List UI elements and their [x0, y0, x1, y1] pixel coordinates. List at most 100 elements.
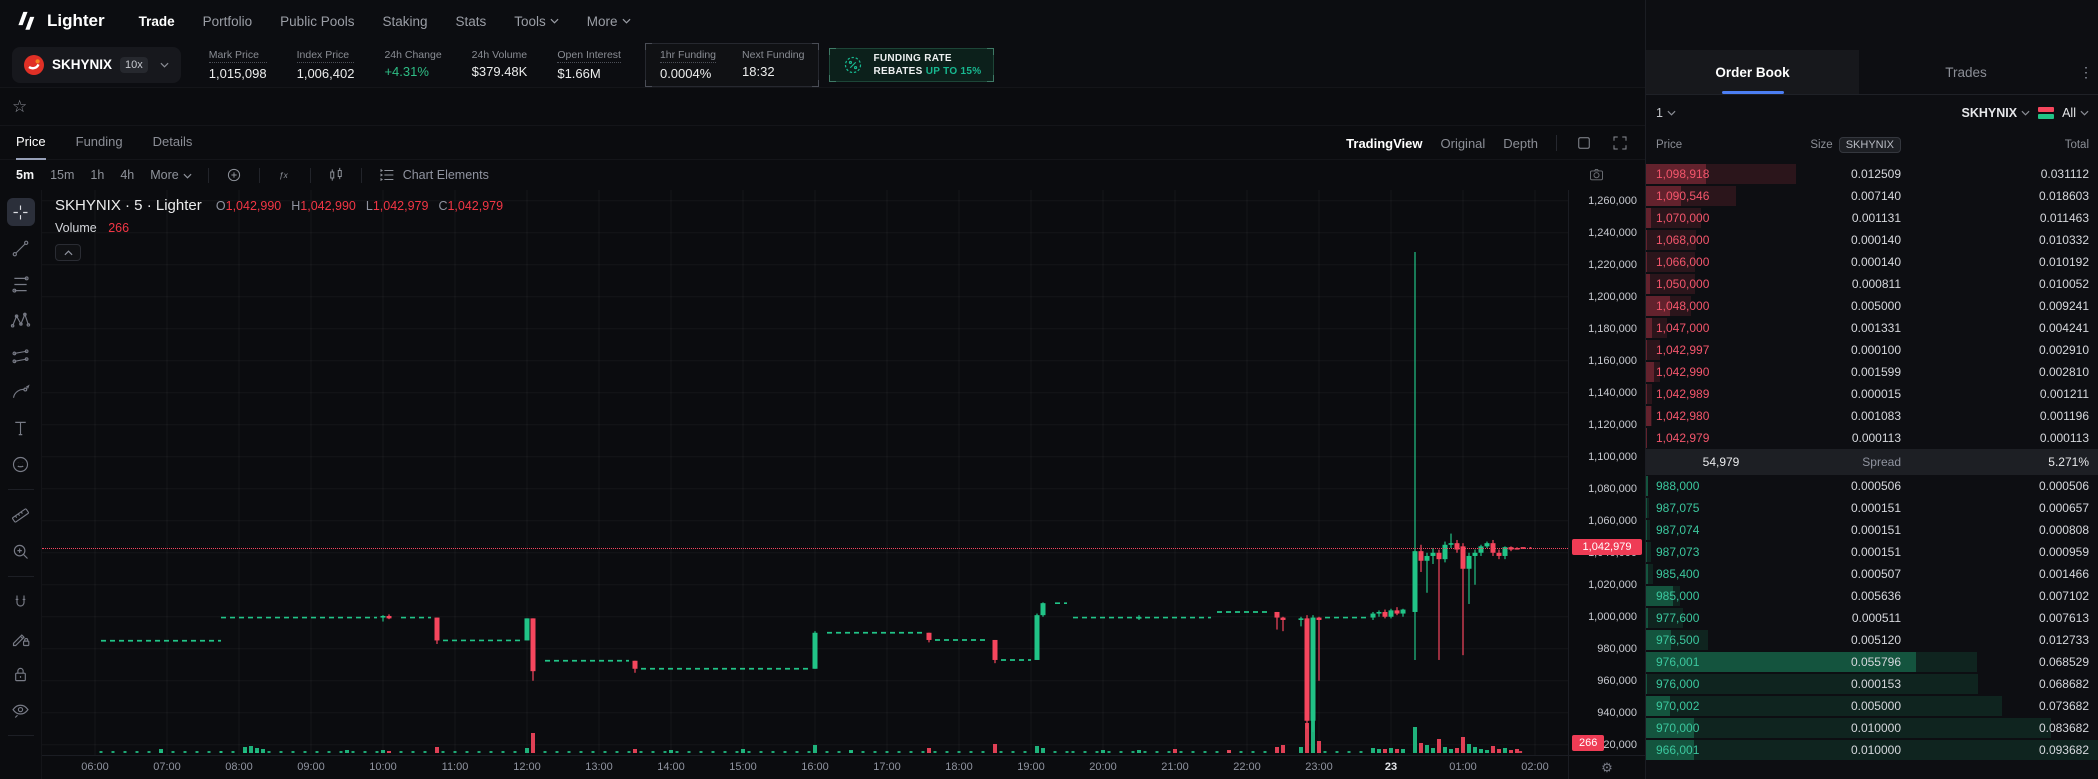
view-original[interactable]: Original	[1440, 135, 1486, 151]
bid-row[interactable]: 966,001 0.010000 0.093682	[1646, 739, 2098, 761]
chart-pane[interactable]: SKHYNIX · 5 · Lighter O1,042,990 H1,042,9…	[42, 190, 1568, 755]
bid-row[interactable]: 987,073 0.000151 0.000959	[1646, 541, 2098, 563]
ask-row[interactable]: 1,042,997 0.000100 0.002910	[1646, 339, 2098, 361]
chart-elements-button[interactable]: Chart Elements	[378, 166, 489, 184]
ask-row[interactable]: 1,070,000 0.001131 0.011463	[1646, 207, 2098, 229]
bid-row[interactable]: 985,400 0.000507 0.001466	[1646, 563, 2098, 585]
depth-bar-total	[1646, 740, 2098, 760]
zoom-in-tool[interactable]	[7, 537, 35, 565]
nav-item-staking[interactable]: Staking	[382, 13, 428, 29]
price-cell: 1,042,997	[1656, 343, 1710, 357]
legend-ohlc-key: C	[438, 199, 448, 213]
tab-order-book[interactable]: Order Book	[1646, 50, 1859, 94]
nav-item-tools[interactable]: Tools	[514, 14, 559, 29]
view-depth[interactable]: Depth	[1503, 135, 1538, 151]
size-cell: 0.000151	[1850, 523, 1901, 537]
add-alert-icon[interactable]	[225, 166, 243, 184]
book-layout-icon[interactable]	[2038, 106, 2055, 119]
time-tick-label: 15:00	[729, 761, 757, 773]
funding-rebates-banner[interactable]: FUNDING RATE REBATES UP TO 15%	[829, 47, 995, 82]
panel-layout-icon[interactable]	[1575, 134, 1593, 152]
indicators-icon[interactable]: ƒx	[276, 166, 294, 184]
time-axis[interactable]: 06:00 07:00 08:00 09:00 10:00 11:00 12:00 13:00…	[42, 755, 1568, 779]
drawing-mode-lock-icon[interactable]	[7, 624, 35, 652]
tab-details[interactable]: Details	[152, 133, 193, 149]
ask-row[interactable]: 1,048,000 0.005000 0.009241	[1646, 295, 2098, 317]
total-cell: 0.001196	[2039, 409, 2089, 423]
tab-trades[interactable]: Trades	[1945, 64, 1987, 80]
nav-item-public-pools[interactable]: Public Pools	[280, 13, 355, 29]
view-tradingview[interactable]: TradingView	[1346, 135, 1423, 151]
screenshot-camera-icon[interactable]	[1588, 166, 1605, 183]
logo[interactable]: Lighter	[16, 10, 105, 32]
interval-more[interactable]: More	[150, 168, 192, 182]
nav-item-trade[interactable]: Trade	[138, 13, 175, 29]
size-unit-dropdown[interactable]: SKHYNIX	[1962, 106, 2031, 120]
nav-item-stats[interactable]: Stats	[455, 13, 487, 29]
depth-bar-total	[1646, 186, 1736, 206]
depth-bar-size	[1646, 718, 1695, 738]
ask-row[interactable]: 1,050,000 0.000811 0.010052	[1646, 273, 2098, 295]
bid-row[interactable]: 987,075 0.000151 0.000657	[1646, 497, 2098, 519]
ask-row[interactable]: 1,090,546 0.007140 0.018603	[1646, 185, 2098, 207]
market-selector[interactable]: SKHYNIX 10x	[12, 46, 181, 83]
orderbook-menu-icon[interactable]: ⋮	[2079, 63, 2093, 80]
bid-row[interactable]: 985,000 0.005636 0.007102	[1646, 585, 2098, 607]
measure-ruler-tool[interactable]	[7, 501, 35, 529]
interval-1h[interactable]: 1h	[90, 168, 105, 182]
size-cell: 0.012509	[1850, 167, 1901, 181]
interval-15m[interactable]: 15m	[50, 168, 75, 182]
price-axis[interactable]: 1,260,000 1,240,000 1,220,000 1,200,000 1,18…	[1568, 190, 1645, 755]
last-price-badge: 1,042,979	[1572, 539, 1642, 555]
bid-row[interactable]: 976,001 0.055796 0.068529	[1646, 651, 2098, 673]
projection-tool[interactable]	[7, 342, 35, 370]
interval-4h[interactable]: 4h	[120, 168, 135, 182]
divider	[7, 489, 34, 490]
compare-candles-icon[interactable]	[327, 166, 345, 184]
legend-ohlc-value: 1,042,979	[447, 199, 504, 213]
emoji-tool[interactable]	[7, 450, 35, 478]
ask-row[interactable]: 1,068,000 0.000140 0.010332	[1646, 229, 2098, 251]
bid-row[interactable]: 977,600 0.000511 0.007613	[1646, 607, 2098, 629]
lock-drawings-icon[interactable]	[7, 660, 35, 688]
ask-row[interactable]: 1,047,000 0.001331 0.004241	[1646, 317, 2098, 339]
nav-item-portfolio[interactable]: Portfolio	[202, 13, 253, 29]
trend-line-tool[interactable]	[7, 234, 35, 262]
depth-bar-total	[1646, 586, 1681, 606]
interval-5m[interactable]: 5m	[16, 168, 35, 182]
crosshair-tool[interactable]	[6, 198, 35, 226]
precision-dropdown[interactable]: 1	[1656, 106, 1676, 120]
depth-bar-size	[1646, 696, 1671, 716]
depth-bar-size	[1646, 362, 1654, 382]
tab-funding[interactable]: Funding	[75, 133, 123, 149]
fullscreen-icon[interactable]	[1611, 134, 1629, 152]
depth-bar-total	[1646, 652, 1978, 672]
bid-row[interactable]: 976,500 0.005120 0.012733	[1646, 629, 2098, 651]
ask-row[interactable]: 1,066,000 0.000140 0.010192	[1646, 251, 2098, 273]
favorite-star-icon[interactable]: ☆	[12, 96, 28, 116]
bid-row[interactable]: 988,000 0.000506 0.000506	[1646, 475, 2098, 497]
bid-row[interactable]: 987,074 0.000151 0.000808	[1646, 519, 2098, 541]
ask-row[interactable]: 1,042,990 0.001599 0.002810	[1646, 361, 2098, 383]
legend-collapse-button[interactable]	[55, 244, 81, 261]
bid-row[interactable]: 976,000 0.000153 0.068682	[1646, 673, 2098, 695]
tab-price[interactable]: Price	[16, 126, 46, 160]
chart-settings-gear-icon[interactable]: ⚙	[1601, 759, 1613, 775]
bid-row[interactable]: 970,000 0.010000 0.083682	[1646, 717, 2098, 739]
brush-tool[interactable]	[7, 378, 35, 406]
ask-row[interactable]: 1,042,979 0.000113 0.000113	[1646, 427, 2098, 449]
depth-bar-size	[1646, 520, 1647, 540]
text-tool[interactable]	[7, 414, 35, 442]
ask-row[interactable]: 1,098,918 0.012509 0.031112	[1646, 163, 2098, 185]
chart-toolbar: 5m 15m 1h 4h More ƒx Chart Elements	[0, 160, 1645, 190]
bid-row[interactable]: 970,002 0.005000 0.073682	[1646, 695, 2098, 717]
nav-item-more[interactable]: More	[587, 14, 631, 29]
xabcd-pattern-tool[interactable]	[7, 306, 35, 334]
ask-row[interactable]: 1,042,989 0.000015 0.001211	[1646, 383, 2098, 405]
hide-drawings-icon[interactable]	[7, 696, 35, 724]
time-tick-label: 02:00	[1521, 761, 1549, 773]
book-filter-dropdown[interactable]: All	[2062, 106, 2089, 120]
magnet-mode-icon[interactable]	[7, 588, 35, 616]
ask-row[interactable]: 1,042,980 0.001083 0.001196	[1646, 405, 2098, 427]
fib-retracement-tool[interactable]	[7, 270, 35, 298]
